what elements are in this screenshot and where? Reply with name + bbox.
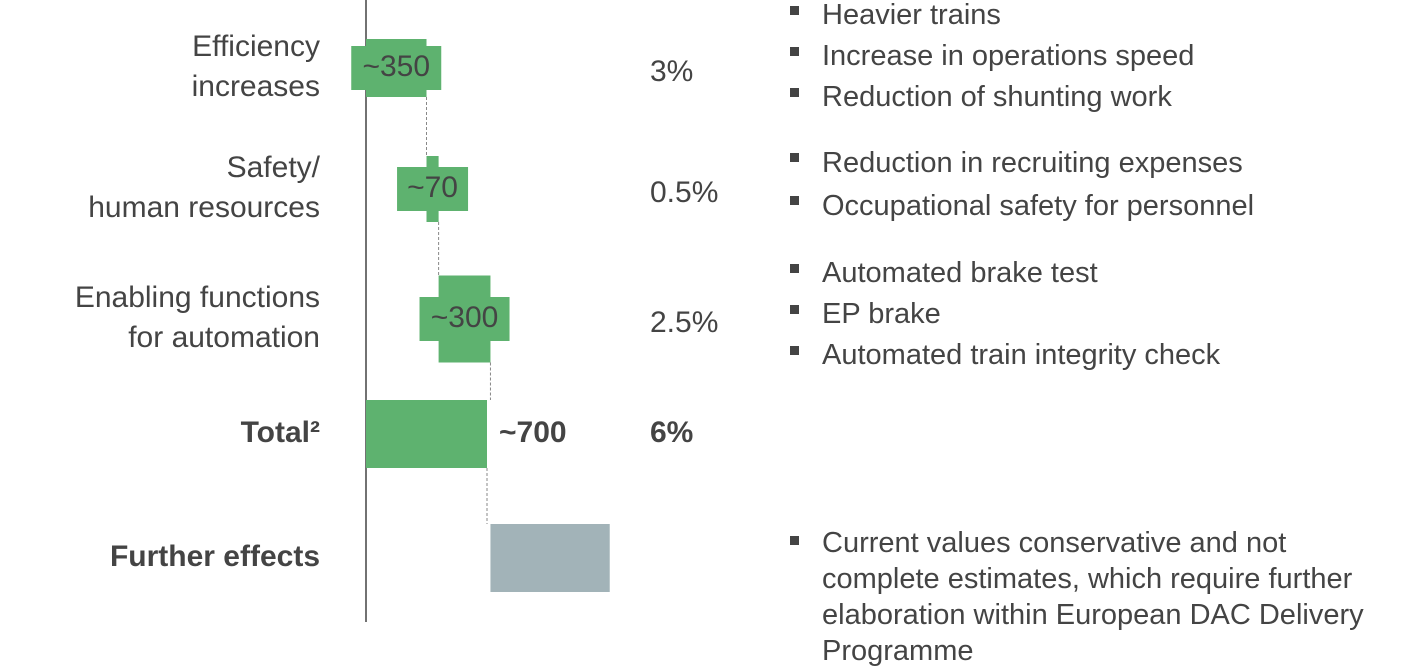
note-list: Current values conservative and not comp…: [790, 525, 1405, 669]
value-label: ~700: [499, 416, 567, 449]
value-label-box: [397, 167, 469, 211]
note-list: Automated brake test EP brake Automated tr…: [790, 253, 1405, 376]
note-list: Reduction in recruiting expenses Occupati…: [790, 142, 1405, 228]
category-label: Safety/: [227, 151, 321, 184]
note-list: Heavier trains Increase in operations spe…: [790, 0, 1405, 118]
value-label: ~350: [362, 50, 430, 83]
category-label: for automation: [128, 321, 320, 354]
category-label: Efficiency: [192, 30, 320, 63]
value-label-box: [351, 46, 442, 90]
note: Increase in operations speed: [790, 36, 1405, 77]
page: ~350 3% Efficiency increases ~70 0.5% Safety/h…: [74, 0, 1405, 667]
bar: [490, 524, 610, 592]
bar: [366, 400, 487, 468]
category-label: human resources: [88, 191, 320, 224]
note: Reduction of shunting work: [790, 77, 1405, 118]
category-label: Total²: [241, 416, 320, 449]
category-label: Further effects: [110, 540, 320, 573]
note: Occupational safety for personnel: [790, 185, 1405, 228]
value-label: ~300: [431, 301, 499, 334]
note: EP brake: [790, 294, 1405, 335]
note: Automated train integrity check: [790, 335, 1405, 376]
value-label-box: [419, 297, 510, 341]
chart: ~350 3% Efficiency increases ~70 0.5% Safety/h…: [75, 0, 718, 622]
note: Heavier trains: [790, 0, 1405, 36]
share-label: 0.5%: [650, 176, 718, 209]
category-label: Enabling functions: [75, 281, 320, 314]
share-label: 2.5%: [650, 306, 718, 339]
share-label: 3%: [650, 55, 693, 88]
note: Current values conservative and not comp…: [790, 525, 1405, 669]
note: Automated brake test: [790, 253, 1405, 294]
category-label: increases: [192, 70, 320, 103]
value-label: ~70: [407, 171, 458, 204]
share-label: 6%: [650, 416, 693, 449]
note: Reduction in recruiting expenses: [790, 142, 1405, 185]
